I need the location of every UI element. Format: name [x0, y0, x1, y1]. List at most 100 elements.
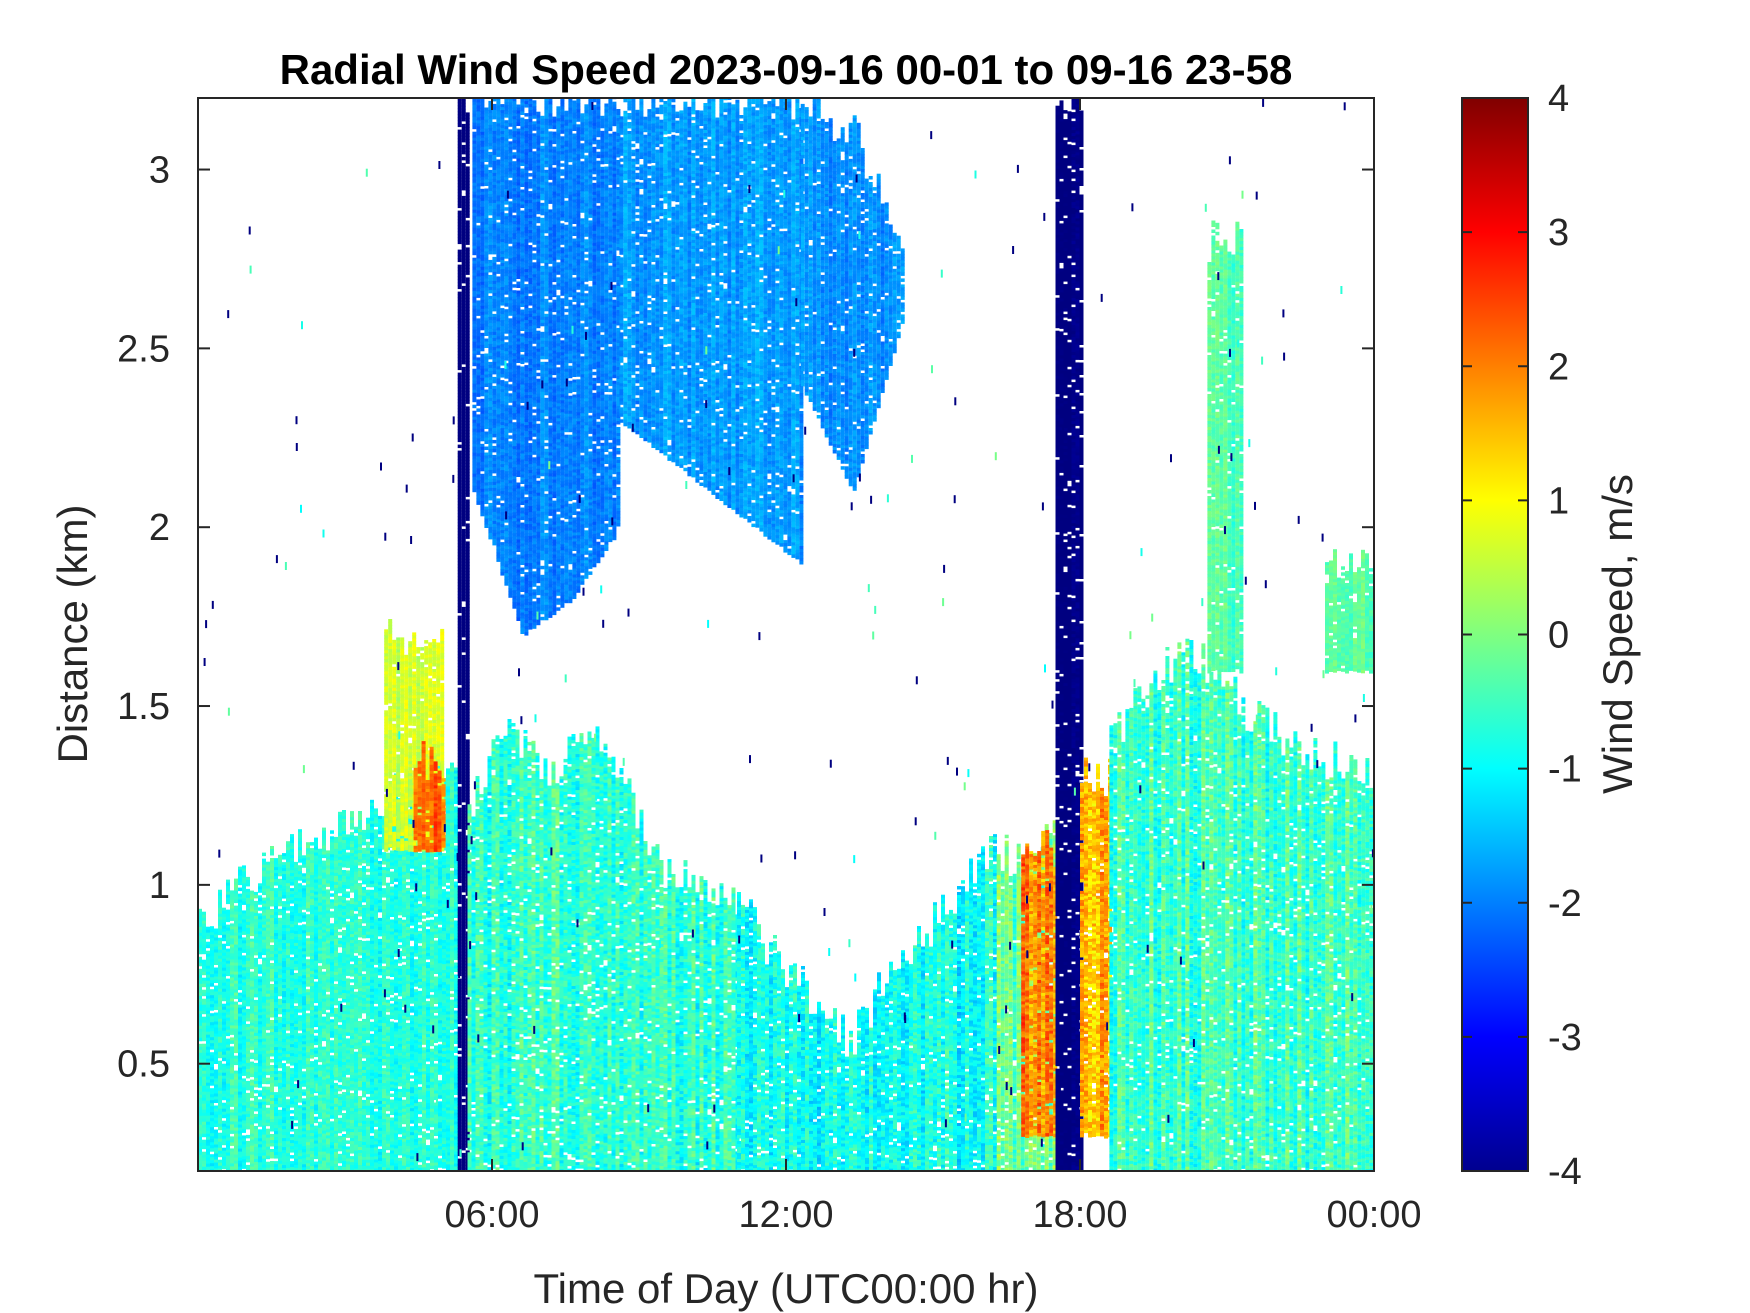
heatmap-cell	[214, 1118, 218, 1122]
heatmap-cell	[310, 869, 314, 873]
heatmap-cell	[222, 917, 226, 921]
heatmap-cell	[266, 1141, 270, 1145]
heatmap-cell	[318, 894, 322, 898]
heatmap-cell	[226, 1162, 230, 1166]
heatmap-cell	[250, 1023, 254, 1027]
heatmap-cell	[222, 1004, 226, 1008]
heatmap-cell	[266, 874, 270, 878]
heatmap-cell	[270, 1101, 274, 1105]
heatmap-cell	[254, 1015, 258, 1019]
heatmap-cell	[230, 1037, 234, 1041]
heatmap-cell	[314, 1048, 318, 1052]
heatmap-cell	[242, 1042, 246, 1046]
heatmap-cell	[238, 1038, 242, 1042]
heatmap-cell	[266, 1063, 270, 1067]
heatmap-cell	[262, 1000, 266, 1004]
heatmap-cell	[258, 898, 262, 902]
heatmap-cell	[298, 946, 302, 950]
heatmap-cell	[246, 931, 250, 935]
heatmap-cell	[218, 1055, 222, 1059]
heatmap-cell	[294, 886, 298, 890]
heatmap-cell	[218, 1127, 222, 1131]
heatmap-cell	[274, 903, 278, 907]
heatmap-cell	[226, 1159, 230, 1163]
heatmap-cell	[238, 897, 242, 901]
heatmap-cell	[314, 982, 318, 986]
heatmap-cell	[298, 1156, 302, 1160]
heatmap-cell	[286, 895, 290, 899]
heatmap-cell	[278, 1059, 282, 1063]
heatmap-cell	[294, 1117, 298, 1121]
heatmap-cell	[238, 1152, 242, 1156]
heatmap-cell	[234, 1035, 238, 1039]
heatmap-cell	[250, 1014, 254, 1018]
heatmap-cell	[318, 1041, 322, 1045]
heatmap-cell	[246, 928, 250, 932]
heatmap-cell	[290, 1005, 294, 1009]
heatmap-cell	[282, 1120, 286, 1124]
heatmap-cell	[306, 944, 310, 948]
heatmap-cell	[234, 1038, 238, 1042]
heatmap-cell	[238, 936, 242, 940]
heatmap-cell	[218, 1166, 222, 1170]
heatmap-cell	[282, 940, 286, 944]
heatmap-cell	[274, 1122, 278, 1126]
heatmap-cell	[270, 1119, 274, 1123]
heatmap-cell	[290, 1071, 294, 1075]
heatmap-cell	[234, 1098, 238, 1102]
heatmap-cell	[294, 964, 298, 968]
heatmap-cell	[270, 852, 274, 856]
heatmap-cell	[250, 1092, 254, 1096]
heatmap-cell	[298, 961, 302, 965]
heatmap-cell	[202, 930, 206, 934]
heatmap-cell	[226, 1087, 230, 1091]
heatmap-cell	[230, 1040, 234, 1044]
heatmap-cell	[322, 1035, 326, 1039]
heatmap-cell	[222, 926, 226, 930]
heatmap-cell	[282, 1003, 286, 1007]
heatmap-cell	[254, 1054, 258, 1058]
heatmap-cell	[286, 904, 290, 908]
heatmap-cell	[234, 963, 238, 967]
heatmap-cell	[274, 1083, 278, 1087]
heatmap-cell	[322, 1062, 326, 1066]
heatmap-cell	[322, 912, 326, 916]
heatmap-cell	[310, 881, 314, 885]
heatmap-cell	[230, 1118, 234, 1122]
heatmap-cell	[262, 1054, 266, 1058]
heatmap-cell	[210, 938, 214, 942]
heatmap-cell	[310, 1127, 314, 1131]
heatmap-cell	[210, 1076, 214, 1080]
heatmap-cell	[290, 897, 294, 901]
heatmap-cell	[242, 988, 246, 992]
heatmap-cell	[314, 1111, 318, 1115]
heatmap-cell	[282, 1072, 286, 1076]
heatmap-cell	[238, 1059, 242, 1063]
heatmap-cell	[310, 992, 314, 996]
heatmap-cell	[310, 1025, 314, 1029]
heatmap-cell	[210, 995, 214, 999]
heatmap-cell	[302, 969, 306, 973]
heatmap-cell	[318, 1137, 322, 1141]
heatmap-cell	[314, 1156, 318, 1160]
heatmap-cell	[306, 953, 310, 957]
heatmap-cell	[314, 940, 318, 944]
heatmap-cell	[262, 1048, 266, 1052]
heatmap-cell	[230, 914, 234, 918]
heatmap-cell	[282, 1090, 286, 1094]
heatmap-cell	[226, 982, 230, 986]
heatmap-cell	[274, 1059, 278, 1063]
heatmap-cell	[234, 1071, 238, 1075]
heatmap-cell	[282, 1132, 286, 1136]
heatmap-cell	[314, 973, 318, 977]
heatmap-cell	[314, 961, 318, 965]
heatmap-cell	[214, 1031, 218, 1035]
heatmap-cell	[262, 940, 266, 944]
heatmap-cell	[294, 931, 298, 935]
heatmap-cell	[298, 1063, 302, 1067]
heatmap-cell	[274, 1110, 278, 1114]
heatmap-cell	[250, 1104, 254, 1108]
heatmap-cell	[250, 1011, 254, 1015]
heatmap-cell	[278, 903, 282, 907]
heatmap-cell	[306, 1073, 310, 1077]
